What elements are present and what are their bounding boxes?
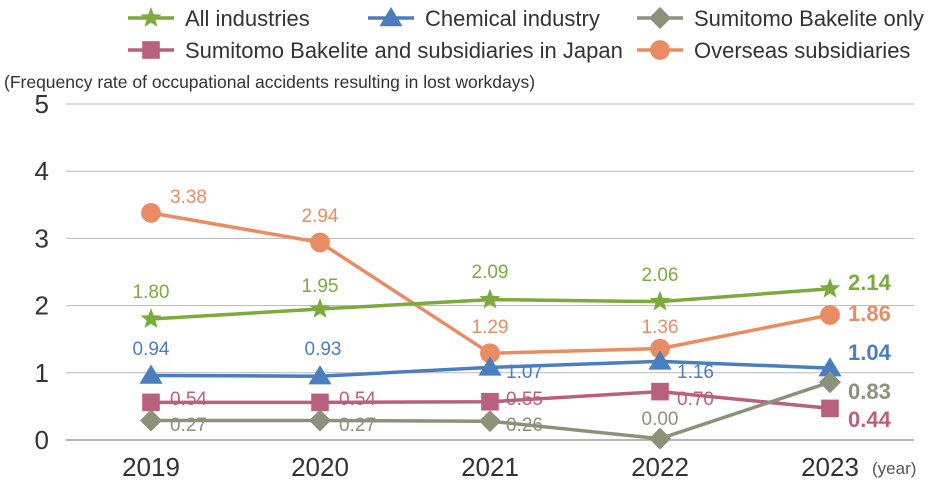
data-label: 1.29 (472, 317, 509, 338)
series-circle (141, 202, 840, 364)
data-label: 3.38 (170, 187, 207, 208)
legend-entry: Chemical industry (368, 6, 600, 31)
data-point (479, 410, 501, 433)
data-label: 0.54 (339, 389, 376, 410)
y-tick-label: 3 (35, 223, 49, 253)
data-point (648, 350, 672, 370)
data-point (309, 409, 331, 432)
x-tick-label: 2023 (801, 452, 859, 482)
y-tick-label: 1 (35, 358, 49, 388)
data-label: 1.16 (677, 362, 714, 383)
x-tick-label: 2020 (291, 452, 349, 482)
data-point (819, 277, 841, 298)
y-axis-ticks: 0 1 2 3 4 5 (35, 89, 49, 455)
series-diamond (140, 371, 841, 450)
data-point (818, 357, 842, 377)
series-square (142, 382, 839, 418)
data-point (141, 202, 161, 223)
data-label: 1.95 (302, 276, 339, 297)
data-label: 1.86 (848, 301, 891, 326)
x-axis-unit: (year) (872, 459, 916, 478)
data-point (478, 356, 502, 376)
data-point (140, 409, 162, 432)
data-point (820, 305, 840, 325)
legend-marker (140, 7, 162, 27)
data-point (650, 338, 670, 359)
data-point (142, 393, 160, 412)
legend-entry: All industries (128, 6, 310, 31)
y-tick-label: 4 (35, 156, 49, 186)
x-tick-label: 2021 (461, 452, 519, 482)
data-label: 0.55 (506, 389, 543, 410)
legend-entry: Overseas subsidiaries (637, 38, 910, 63)
data-label: 2.09 (472, 262, 509, 283)
data-point (140, 308, 162, 328)
legend-entry: Sumitomo Bakelite only (637, 6, 924, 31)
data-label: 2.14 (848, 270, 892, 295)
data-point (821, 399, 839, 418)
legend-label: Sumitomo Bakelite only (694, 6, 924, 31)
data-label: 0.00 (642, 409, 679, 430)
legend-label: Chemical industry (425, 6, 600, 31)
data-label: 1.36 (642, 317, 679, 338)
data-label: 1.04 (848, 340, 892, 365)
data-label: 0.27 (170, 415, 207, 436)
series-star (140, 277, 841, 328)
legend-label: Overseas subsidiaries (694, 38, 910, 63)
y-tick-label: 0 (35, 425, 49, 455)
y-tick-label: 2 (35, 291, 49, 321)
data-label: 0.70 (677, 389, 714, 410)
data-label: 1.80 (133, 282, 170, 303)
data-point (819, 371, 841, 394)
data-label: 2.06 (642, 265, 679, 286)
data-label: 0.27 (339, 415, 376, 436)
data-point (311, 393, 329, 412)
y-axis-label: (Frequency rate of occupational accident… (4, 72, 535, 92)
gridlines (66, 103, 914, 441)
data-labels: 1.80 1.95 2.09 2.06 2.14 0.94 0.93 1.07 1.16 1.04… (133, 187, 892, 436)
x-tick-label: 2019 (122, 452, 180, 482)
legend: All industries Chemical industry Sumitomo … (128, 6, 924, 63)
data-point (481, 392, 499, 411)
data-label: 0.94 (133, 339, 170, 360)
data-point (310, 232, 330, 253)
x-axis-ticks: 2019 2020 2021 2022 2023 (122, 452, 859, 482)
data-label: 0.93 (305, 339, 342, 360)
data-label: 2.94 (302, 206, 339, 227)
data-point (649, 427, 671, 450)
data-label: 0.44 (848, 407, 892, 432)
series-lines (139, 202, 842, 450)
data-point (480, 343, 500, 364)
data-label: 1.07 (506, 362, 543, 383)
data-point (649, 290, 671, 311)
data-label: 0.54 (170, 389, 207, 410)
legend-entry: Sumitomo Bakelite and subsidiaries in Ja… (128, 38, 623, 63)
data-point (308, 365, 332, 385)
legend-marker (142, 41, 160, 59)
legend-label: All industries (185, 6, 310, 31)
legend-marker (650, 40, 670, 60)
data-label: 0.26 (506, 415, 543, 436)
y-tick-label: 5 (35, 89, 49, 119)
data-point (479, 288, 501, 309)
legend-label: Sumitomo Bakelite and subsidiaries in Ja… (185, 38, 623, 63)
data-point (309, 298, 331, 318)
series-triangle (139, 350, 842, 385)
data-point (651, 382, 669, 401)
data-point (139, 364, 163, 384)
legend-marker (649, 7, 671, 29)
data-label: 0.83 (848, 379, 891, 404)
x-tick-label: 2022 (631, 452, 689, 482)
legend-marker (379, 7, 403, 27)
